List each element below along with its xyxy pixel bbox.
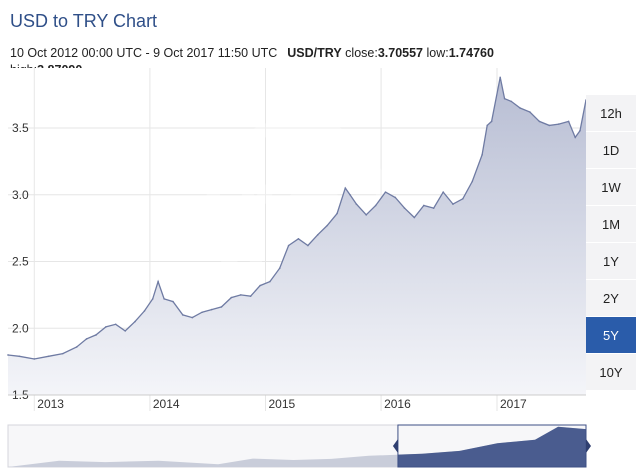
data-point — [182, 314, 184, 316]
data-point — [316, 234, 319, 236]
data-point — [344, 187, 347, 189]
data-point — [461, 198, 464, 200]
data-point — [349, 193, 351, 196]
data-point — [220, 306, 223, 308]
close-label: close: — [345, 46, 378, 60]
low-label: low: — [426, 46, 449, 60]
data-point — [503, 97, 506, 100]
data-point — [157, 280, 159, 283]
x-tick-label: 2014 — [153, 397, 180, 411]
y-tick-label: 2.0 — [12, 321, 29, 335]
x-tick-label: 2013 — [37, 397, 64, 411]
data-point — [105, 326, 107, 328]
range-button-1m[interactable]: 1M — [586, 206, 636, 243]
data-point — [85, 338, 88, 340]
range-selector: 12h 1D 1W 1M 1Y 2Y 5Y 10Y — [586, 95, 636, 391]
x-tick-label: 2016 — [384, 397, 411, 411]
data-point — [567, 120, 570, 123]
data-point — [124, 330, 126, 332]
data-point — [432, 207, 435, 209]
data-point — [95, 334, 97, 336]
range-button-1w[interactable]: 1W — [586, 169, 636, 206]
data-point — [510, 100, 513, 103]
data-point — [191, 316, 194, 319]
navigator-selected-area — [397, 426, 586, 467]
data-point — [442, 191, 444, 193]
data-point — [230, 296, 233, 299]
data-point — [297, 238, 300, 240]
data-point — [307, 244, 309, 247]
data-point — [201, 311, 203, 314]
data-point — [471, 180, 474, 183]
data-point — [75, 346, 78, 348]
low-value: 1.74760 — [448, 46, 494, 60]
data-point — [210, 308, 213, 311]
data-point — [278, 267, 281, 270]
data-point — [269, 280, 271, 283]
data-point — [326, 224, 329, 227]
close-value: 3.70557 — [377, 46, 424, 60]
range-button-1d[interactable]: 1D — [586, 132, 636, 169]
y-tick-label: 2.5 — [12, 255, 29, 269]
y-tick-label: 3.5 — [12, 121, 29, 135]
data-point — [151, 298, 154, 300]
currency-pair: USD/TRY — [287, 46, 342, 60]
data-point — [490, 120, 493, 123]
data-point — [452, 203, 454, 205]
x-tick-label: 2017 — [500, 397, 527, 411]
y-tick-label: 3.0 — [12, 188, 29, 202]
navigator-left-handle[interactable] — [392, 439, 398, 453]
data-point — [557, 123, 560, 125]
data-point — [114, 323, 117, 326]
range-button-2y[interactable]: 2Y — [586, 280, 636, 317]
data-point — [423, 204, 425, 207]
data-point — [529, 111, 531, 113]
range-button-10y[interactable]: 10Y — [586, 354, 636, 391]
data-point — [403, 207, 406, 209]
data-point — [163, 298, 165, 300]
data-point — [413, 216, 416, 219]
date-range-text: 10 Oct 2012 00:00 UTC - 9 Oct 2017 11:50… — [10, 46, 278, 60]
data-point — [259, 284, 261, 287]
data-point — [249, 295, 252, 298]
data-point — [486, 124, 488, 127]
data-point — [574, 136, 577, 139]
data-point — [394, 196, 397, 199]
data-point — [481, 153, 483, 156]
data-point — [365, 214, 368, 216]
data-point — [61, 352, 64, 355]
chart-title: USD to TRY Chart — [10, 11, 158, 31]
data-point — [499, 76, 501, 79]
range-button-12h[interactable]: 12h — [586, 95, 636, 132]
data-point — [374, 204, 377, 207]
data-point — [548, 124, 551, 127]
data-point — [579, 129, 581, 132]
data-point — [355, 203, 358, 205]
x-tick-label: 2015 — [268, 397, 295, 411]
data-point — [336, 212, 338, 215]
navigator-right-handle[interactable] — [586, 439, 591, 453]
data-point — [172, 300, 174, 303]
data-point — [239, 294, 242, 296]
data-point — [143, 310, 146, 312]
range-button-1y[interactable]: 1Y — [586, 243, 636, 280]
price-series-line — [7, 77, 587, 360]
data-point — [33, 358, 36, 360]
data-point — [47, 355, 50, 358]
data-point — [18, 355, 21, 358]
data-point — [519, 107, 521, 109]
data-point — [7, 354, 9, 356]
price-area-fill — [8, 77, 586, 396]
data-point — [538, 120, 541, 123]
data-point — [134, 320, 136, 323]
data-point — [384, 191, 387, 193]
data-point — [287, 244, 290, 247]
range-button-5y[interactable]: 5Y — [586, 317, 636, 354]
